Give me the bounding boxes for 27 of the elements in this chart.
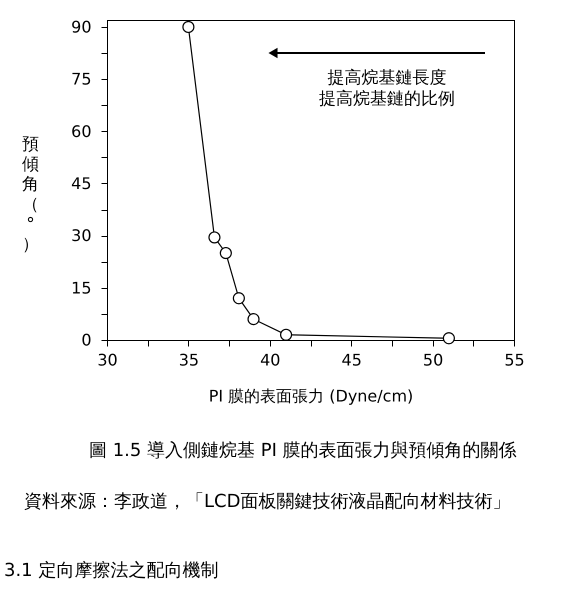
caption: 圖 1.5 導入側鏈烷基 PI 膜的表面張力與預傾角的關係 (89, 440, 517, 461)
annotation: 提高烷基鏈的比例 (319, 89, 455, 109)
point (182, 20, 194, 34)
y-tick-label: 45 (71, 174, 92, 193)
y-axis-title: 預傾角（°） (22, 134, 39, 254)
text: 3.1 定向摩擦法之配向機制 (4, 560, 218, 581)
x-tick-label: 55 (504, 350, 525, 370)
y-tick-label: 15 (71, 278, 92, 298)
x-axis-title: PI 膜的表面張力 (Dyne/cm) (208, 386, 414, 406)
point (442, 332, 455, 344)
x-tick-label: 35 (178, 350, 200, 370)
y-tick-label: 0 (81, 330, 92, 350)
point (280, 328, 292, 341)
x-tick-label: 30 (97, 350, 118, 370)
x-tick-label: 50 (422, 350, 444, 370)
y-tick-label: 60 (71, 122, 92, 141)
point (247, 313, 260, 326)
annotation: 提高烷基鏈長度 (328, 68, 446, 88)
point (208, 231, 221, 244)
y-tick-label: 30 (71, 226, 92, 246)
y-tick-label: 90 (71, 17, 92, 36)
y-tick-label: 75 (71, 70, 92, 89)
source-note: 資料來源：李政道，「LCD面板關鍵技術液晶配向材料技術」 (24, 491, 510, 512)
x-tick-label: 45 (342, 350, 362, 370)
point (220, 246, 232, 260)
point (232, 292, 245, 304)
x-tick-label: 40 (260, 350, 280, 370)
